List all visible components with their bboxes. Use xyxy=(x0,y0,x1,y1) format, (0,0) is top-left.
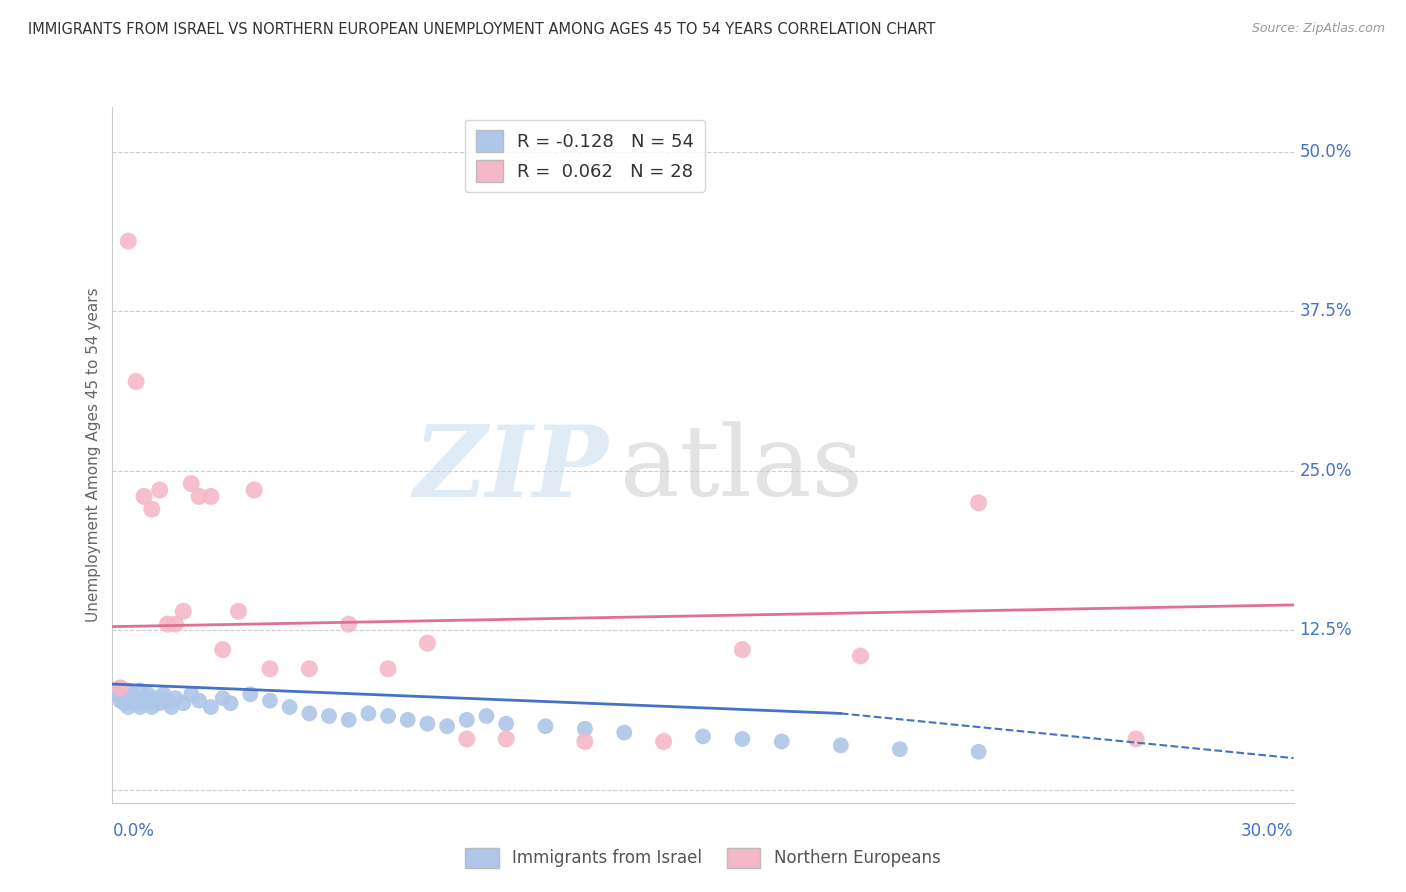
Point xyxy=(377,662,399,676)
Point xyxy=(125,696,148,710)
Point xyxy=(416,716,439,731)
Text: atlas: atlas xyxy=(620,421,863,516)
Point xyxy=(132,490,155,504)
Point xyxy=(132,694,155,708)
Point xyxy=(495,731,517,746)
Point xyxy=(110,694,132,708)
Point xyxy=(377,709,399,723)
Point xyxy=(145,691,167,706)
Point xyxy=(1125,731,1147,746)
Point xyxy=(112,696,135,710)
Point xyxy=(141,694,163,708)
Point xyxy=(110,681,132,695)
Y-axis label: Unemployment Among Ages 45 to 54 years: Unemployment Among Ages 45 to 54 years xyxy=(86,287,101,623)
Point xyxy=(574,734,596,748)
Point xyxy=(165,691,187,706)
Point xyxy=(180,687,202,701)
Point xyxy=(967,745,990,759)
Point xyxy=(188,490,211,504)
Point xyxy=(456,713,478,727)
Point xyxy=(149,483,172,497)
Point xyxy=(396,713,419,727)
Point xyxy=(259,694,281,708)
Point xyxy=(770,734,793,748)
Point xyxy=(188,694,211,708)
Point xyxy=(239,687,262,701)
Point xyxy=(156,617,179,632)
Point xyxy=(165,617,187,632)
Point xyxy=(456,731,478,746)
Point xyxy=(132,691,155,706)
Point xyxy=(112,691,135,706)
Point xyxy=(967,496,990,510)
Point xyxy=(117,234,139,248)
Point xyxy=(731,731,754,746)
Point xyxy=(129,683,152,698)
Point xyxy=(692,730,714,744)
Point xyxy=(156,694,179,708)
Point xyxy=(475,709,498,723)
Point xyxy=(136,696,159,710)
Point xyxy=(495,716,517,731)
Legend: Immigrants from Israel, Northern Europeans: Immigrants from Israel, Northern Europea… xyxy=(458,841,948,875)
Text: Source: ZipAtlas.com: Source: ZipAtlas.com xyxy=(1251,22,1385,36)
Point xyxy=(889,742,911,756)
Point xyxy=(574,722,596,736)
Point xyxy=(129,700,152,714)
Text: 50.0%: 50.0% xyxy=(1299,143,1351,161)
Point xyxy=(110,681,132,695)
Point xyxy=(243,483,266,497)
Point xyxy=(125,375,148,389)
Point xyxy=(172,696,194,710)
Text: ZIP: ZIP xyxy=(413,421,609,517)
Point xyxy=(318,709,340,723)
Point xyxy=(830,739,852,753)
Point xyxy=(298,662,321,676)
Point xyxy=(172,604,194,618)
Point xyxy=(278,700,301,714)
Point xyxy=(731,642,754,657)
Point xyxy=(117,683,139,698)
Point xyxy=(141,700,163,714)
Point xyxy=(298,706,321,721)
Text: 30.0%: 30.0% xyxy=(1241,822,1294,840)
Legend: R = -0.128   N = 54, R =  0.062   N = 28: R = -0.128 N = 54, R = 0.062 N = 28 xyxy=(465,120,704,193)
Point xyxy=(152,687,174,701)
Point xyxy=(105,687,128,701)
Point xyxy=(652,734,675,748)
Point xyxy=(136,687,159,701)
Point xyxy=(534,719,557,733)
Point xyxy=(259,662,281,676)
Point xyxy=(149,696,172,710)
Point xyxy=(125,691,148,706)
Point xyxy=(416,636,439,650)
Text: 25.0%: 25.0% xyxy=(1299,462,1353,480)
Point xyxy=(219,696,242,710)
Point xyxy=(200,490,222,504)
Point xyxy=(337,617,360,632)
Point xyxy=(121,694,143,708)
Text: 12.5%: 12.5% xyxy=(1299,622,1353,640)
Point xyxy=(436,719,458,733)
Point xyxy=(211,642,233,657)
Point xyxy=(117,700,139,714)
Point xyxy=(211,691,233,706)
Point xyxy=(141,502,163,516)
Text: 37.5%: 37.5% xyxy=(1299,302,1353,320)
Text: IMMIGRANTS FROM ISRAEL VS NORTHERN EUROPEAN UNEMPLOYMENT AMONG AGES 45 TO 54 YEA: IMMIGRANTS FROM ISRAEL VS NORTHERN EUROP… xyxy=(28,22,935,37)
Text: 0.0%: 0.0% xyxy=(112,822,155,840)
Point xyxy=(160,700,183,714)
Point xyxy=(337,713,360,727)
Point xyxy=(357,706,380,721)
Point xyxy=(200,700,222,714)
Point xyxy=(121,687,143,701)
Point xyxy=(180,476,202,491)
Point xyxy=(228,604,250,618)
Point xyxy=(613,725,636,739)
Point xyxy=(849,648,872,663)
